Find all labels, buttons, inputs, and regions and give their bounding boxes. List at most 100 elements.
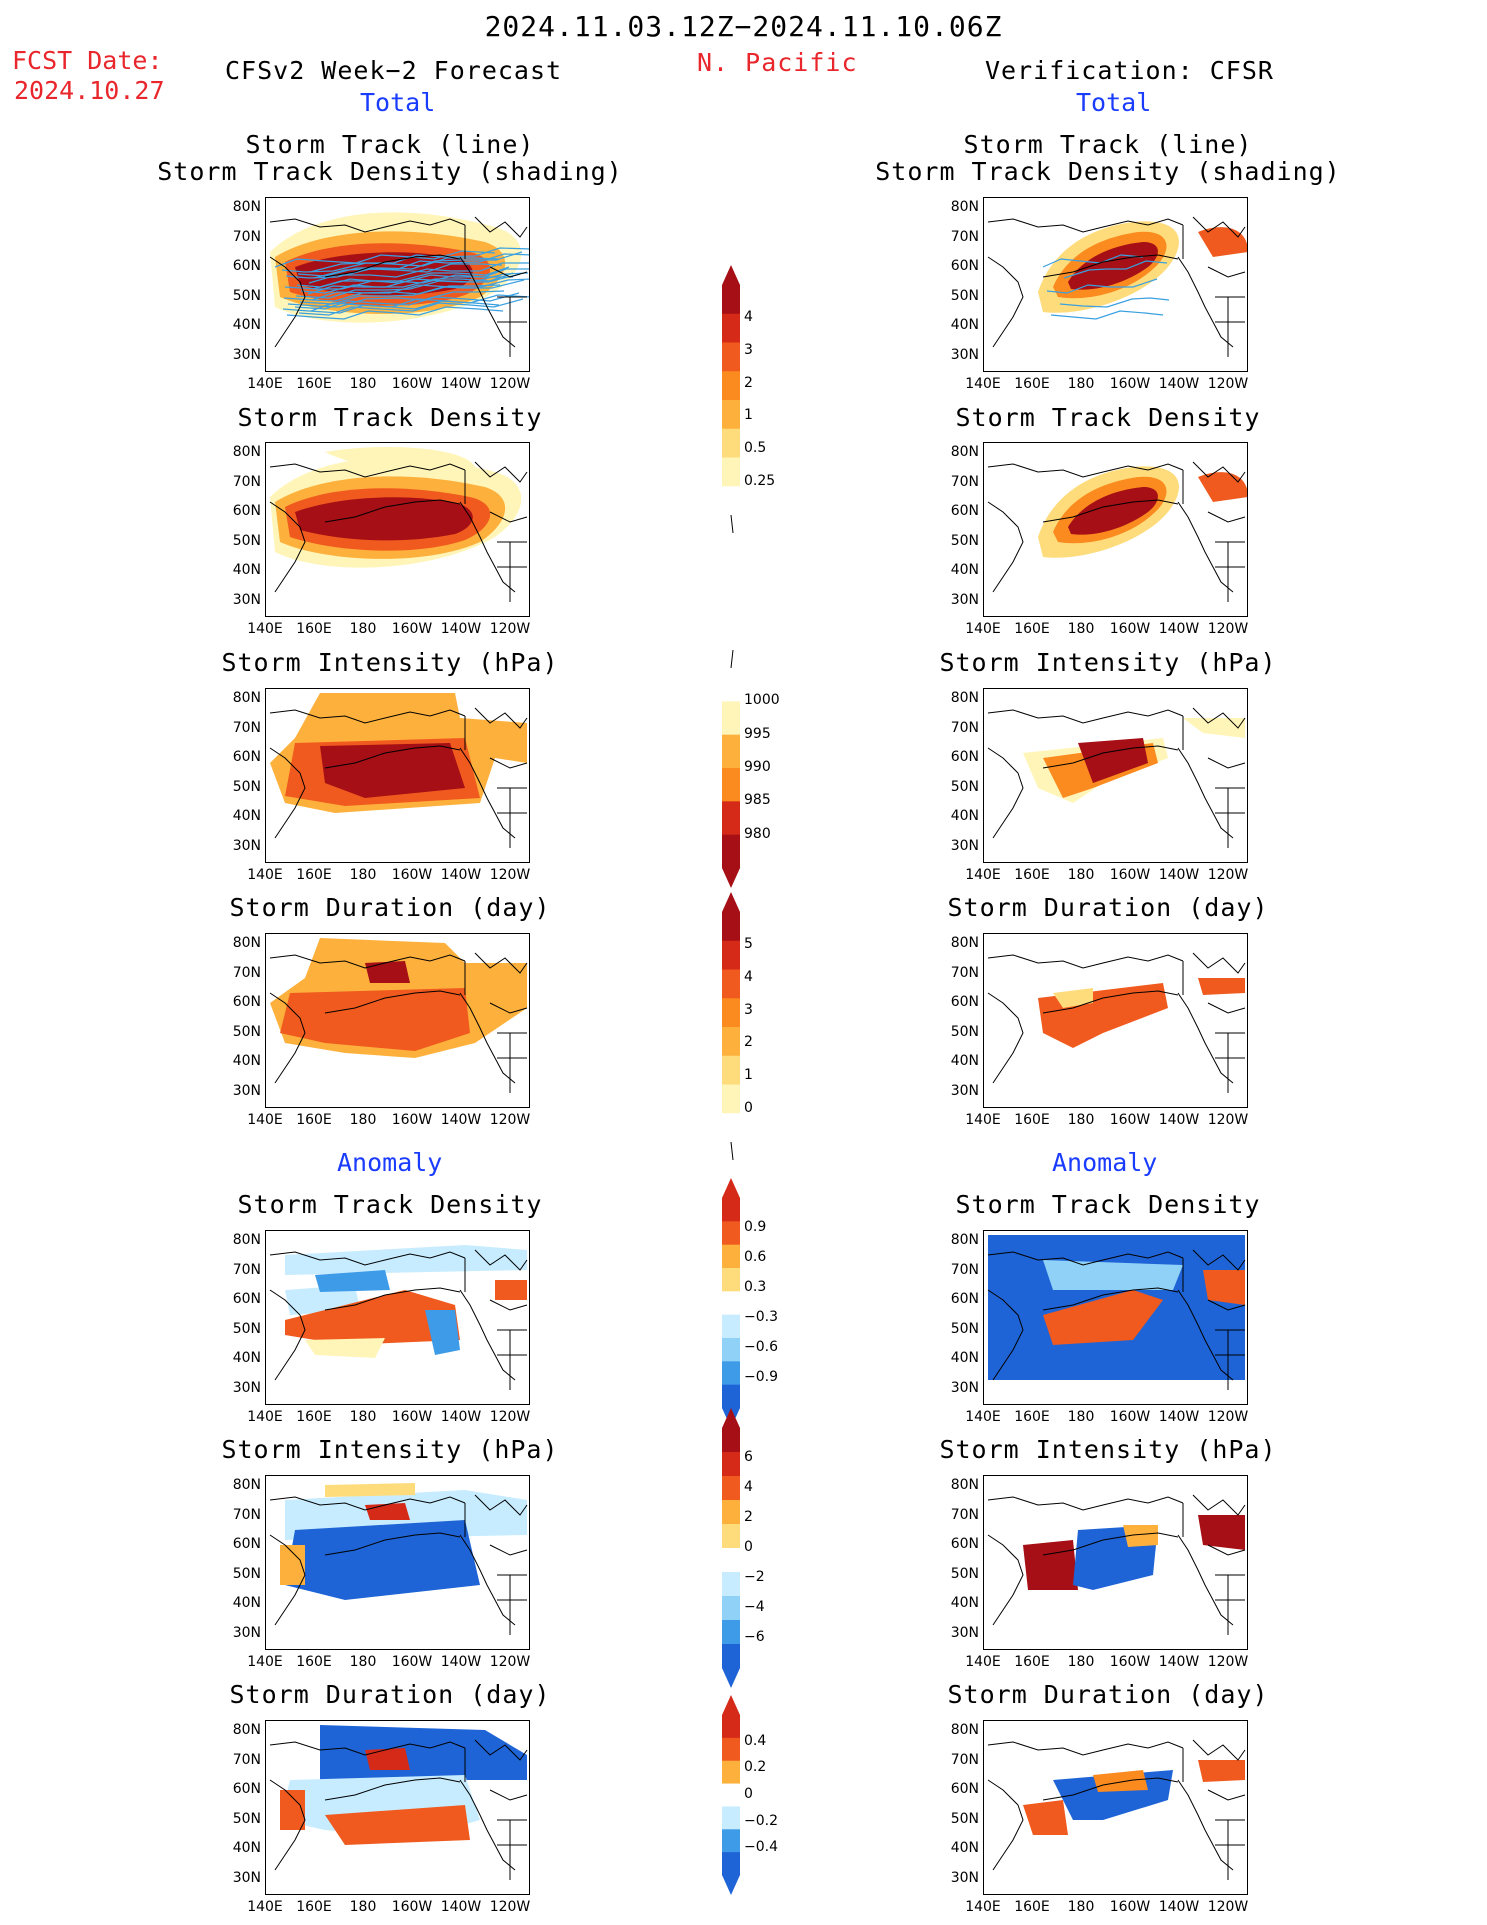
lon-tick-label: 140W bbox=[440, 621, 482, 637]
colorbar-tick-label: 0.25 bbox=[744, 473, 776, 490]
colorbar-tick-label: −0.2 bbox=[744, 1812, 778, 1829]
lat-tick-label: 60N bbox=[232, 1781, 261, 1797]
lat-tick-label: 70N bbox=[232, 1261, 261, 1278]
map-canvas bbox=[265, 933, 530, 1108]
lon-tick-label: 140E bbox=[247, 1654, 283, 1670]
lat-tick-label: 40N bbox=[950, 1595, 979, 1611]
lat-tick-label: 70N bbox=[232, 719, 261, 736]
lon-tick-label: 140E bbox=[965, 1654, 1001, 1670]
map-panel-verification-dur bbox=[983, 933, 1273, 1108]
colorbar-tick-label: −0.4 bbox=[744, 1839, 778, 1856]
lon-tick-label: 180 bbox=[349, 1899, 377, 1915]
lon-tick-label: 120W bbox=[489, 1654, 531, 1670]
lon-tick-label: 140E bbox=[965, 621, 1001, 637]
left-column-title: CFSv2 Week−2 Forecast bbox=[225, 56, 563, 85]
lon-tick-label: 160E bbox=[296, 1112, 332, 1128]
lon-tick-label: 120W bbox=[1207, 621, 1249, 637]
lat-tick-label: 80N bbox=[232, 199, 261, 215]
lon-tick-label: 140W bbox=[1158, 1409, 1200, 1425]
colorbar-tick-label: 3 bbox=[744, 341, 753, 358]
region-label: N. Pacific bbox=[697, 48, 858, 77]
colorbar-tick-label: 3 bbox=[744, 1001, 753, 1018]
lon-tick-label: 120W bbox=[489, 1409, 531, 1425]
lat-tick-label: 40N bbox=[232, 808, 261, 824]
left-anom-intensity-title: Storm Intensity (hPa) bbox=[221, 1435, 559, 1464]
colorbar-tick-label: −0.9 bbox=[744, 1369, 778, 1385]
lon-tick-label: 140W bbox=[440, 1654, 482, 1670]
lat-tick-label: 60N bbox=[950, 994, 979, 1010]
map-canvas bbox=[265, 1720, 530, 1895]
lon-tick-label: 120W bbox=[489, 1899, 531, 1915]
lon-tick-label: 180 bbox=[1067, 1654, 1095, 1670]
colorbar-tick-label: 6 bbox=[744, 1449, 753, 1465]
lat-tick-label: 50N bbox=[950, 778, 979, 795]
lon-tick-label: 160E bbox=[1014, 1409, 1050, 1425]
lon-tick-label: 140E bbox=[247, 867, 283, 883]
map-panel-verification-track bbox=[983, 197, 1273, 372]
lat-tick-label: 30N bbox=[950, 346, 979, 363]
lon-tick-label: 140W bbox=[1158, 1654, 1200, 1670]
lon-tick-label: 180 bbox=[349, 867, 377, 883]
lon-tick-label: 160W bbox=[391, 867, 433, 883]
lon-tick-label: 160E bbox=[296, 376, 332, 392]
lat-tick-label: 70N bbox=[950, 473, 979, 490]
lon-tick-label: 120W bbox=[489, 867, 531, 883]
lat-tick-label: 80N bbox=[232, 1232, 261, 1248]
map-canvas bbox=[983, 197, 1248, 372]
lat-tick-label: 80N bbox=[232, 1477, 261, 1493]
lat-tick-label: 80N bbox=[232, 444, 261, 460]
map-panel-verification-int bbox=[983, 688, 1273, 863]
colorbar-tick-label: 0.9 bbox=[744, 1219, 767, 1235]
lat-tick-label: 60N bbox=[950, 1781, 979, 1797]
lat-tick-label: 30N bbox=[950, 591, 979, 608]
map-panel-verification-adur bbox=[983, 1720, 1273, 1895]
lon-tick-label: 160W bbox=[391, 376, 433, 392]
lat-tick-label: 70N bbox=[950, 719, 979, 736]
lat-tick-label: 30N bbox=[232, 1379, 261, 1396]
lon-tick-label: 160W bbox=[391, 621, 433, 637]
lat-tick-label: 60N bbox=[950, 1291, 979, 1307]
lat-tick-label: 80N bbox=[950, 935, 979, 951]
lon-tick-label: 160W bbox=[391, 1654, 433, 1670]
lon-tick-label: 160E bbox=[296, 1409, 332, 1425]
left-anomaly-label: Anomaly bbox=[337, 1148, 443, 1177]
colorbar-tick-label: 4 bbox=[744, 968, 753, 985]
lon-tick-label: 180 bbox=[349, 376, 377, 392]
lat-tick-label: 40N bbox=[950, 1053, 979, 1069]
lat-tick-label: 80N bbox=[232, 935, 261, 951]
lon-tick-label: 160E bbox=[1014, 376, 1050, 392]
right-track-shading-title: Storm Track Density (shading) bbox=[875, 157, 1341, 186]
lat-tick-label: 30N bbox=[232, 1869, 261, 1886]
period-title: 2024.11.03.12Z−2024.11.10.06Z bbox=[484, 10, 1003, 43]
right-column-title: Verification: CFSR bbox=[985, 56, 1274, 85]
left-anom-duration-title: Storm Duration (day) bbox=[229, 1680, 551, 1709]
lat-tick-label: 80N bbox=[950, 199, 979, 215]
lat-tick-label: 70N bbox=[950, 1506, 979, 1523]
lon-tick-label: 160E bbox=[1014, 1654, 1050, 1670]
lat-tick-label: 40N bbox=[232, 317, 261, 333]
lon-tick-label: 160E bbox=[1014, 1899, 1050, 1915]
lat-tick-label: 60N bbox=[950, 1536, 979, 1552]
lon-tick-label: 160W bbox=[1109, 867, 1151, 883]
colorbar-duration_anom bbox=[722, 1695, 740, 1895]
lat-tick-label: 30N bbox=[232, 837, 261, 854]
lon-tick-label: 120W bbox=[489, 376, 531, 392]
lon-tick-label: 140W bbox=[1158, 376, 1200, 392]
lat-tick-label: 80N bbox=[232, 1722, 261, 1738]
lat-tick-label: 40N bbox=[232, 1053, 261, 1069]
lat-tick-label: 80N bbox=[950, 690, 979, 706]
lon-tick-label: 140E bbox=[965, 1409, 1001, 1425]
lon-tick-label: 160W bbox=[1109, 1409, 1151, 1425]
right-density-title: Storm Track Density bbox=[955, 403, 1261, 432]
lat-tick-label: 50N bbox=[232, 1320, 261, 1337]
map-panel-verification-adens bbox=[983, 1230, 1273, 1405]
lon-tick-label: 180 bbox=[349, 1654, 377, 1670]
lat-tick-label: 40N bbox=[232, 562, 261, 578]
lat-tick-label: 50N bbox=[950, 532, 979, 549]
lat-tick-label: 40N bbox=[950, 317, 979, 333]
lon-tick-label: 140E bbox=[247, 621, 283, 637]
lat-tick-label: 50N bbox=[232, 1023, 261, 1040]
map-canvas bbox=[983, 1475, 1248, 1650]
lon-tick-label: 120W bbox=[1207, 1654, 1249, 1670]
colorbar-tick-label: 0 bbox=[744, 1100, 753, 1117]
